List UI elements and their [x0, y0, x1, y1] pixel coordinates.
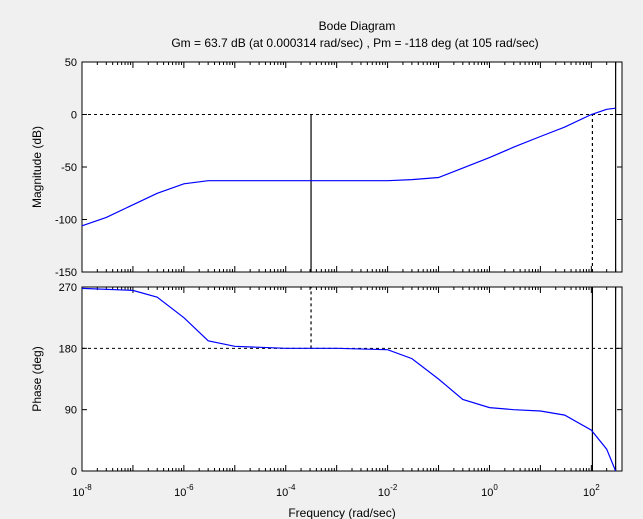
phase-y-tick-label: 270: [59, 282, 77, 294]
magnitude-y-axis-label: Magnitude (dB): [30, 126, 44, 208]
phase-y-tick-label: 180: [59, 343, 77, 355]
magnitude-y-tick-label: -150: [55, 267, 77, 279]
phase-y-axis-label: Phase (deg): [30, 346, 44, 411]
x-tick-label: 10-2: [378, 483, 398, 499]
x-tick-label: 102: [583, 483, 600, 499]
x-tick-label: 100: [481, 483, 498, 499]
phase-y-tick-label: 90: [65, 405, 77, 417]
magnitude-y-tick-label: -100: [55, 215, 77, 227]
x-tick-labels: 10-8 10-6 10-4 10-2 100 102: [72, 483, 600, 499]
magnitude-axes-box: [81, 61, 623, 273]
phase-y-tick-label: 0: [71, 466, 77, 478]
chart-subtitle: Gm = 63.7 dB (at 0.000314 rad/sec) , Pm …: [171, 36, 538, 50]
magnitude-y-tick-label: 0: [71, 110, 77, 122]
magnitude-y-tick-label: 50: [65, 57, 77, 69]
chart-title: Bode Diagram: [319, 19, 396, 33]
magnitude-y-tick-label: -50: [61, 162, 77, 174]
phase-axes-box: [81, 286, 623, 472]
phase-panel: 270 180 90 0 Phase (deg): [30, 282, 623, 478]
magnitude-panel: 50 0 -50 -100 -150 Magnitude (dB): [30, 57, 623, 279]
magnitude-response-line: [81, 107, 616, 227]
x-tick-label: 10-6: [174, 483, 194, 499]
x-tick-label: 10-4: [276, 483, 296, 499]
phase-response-line: [81, 287, 617, 472]
x-axis-label: Frequency (rad/sec): [288, 506, 395, 519]
x-tick-label: 10-8: [72, 483, 92, 499]
